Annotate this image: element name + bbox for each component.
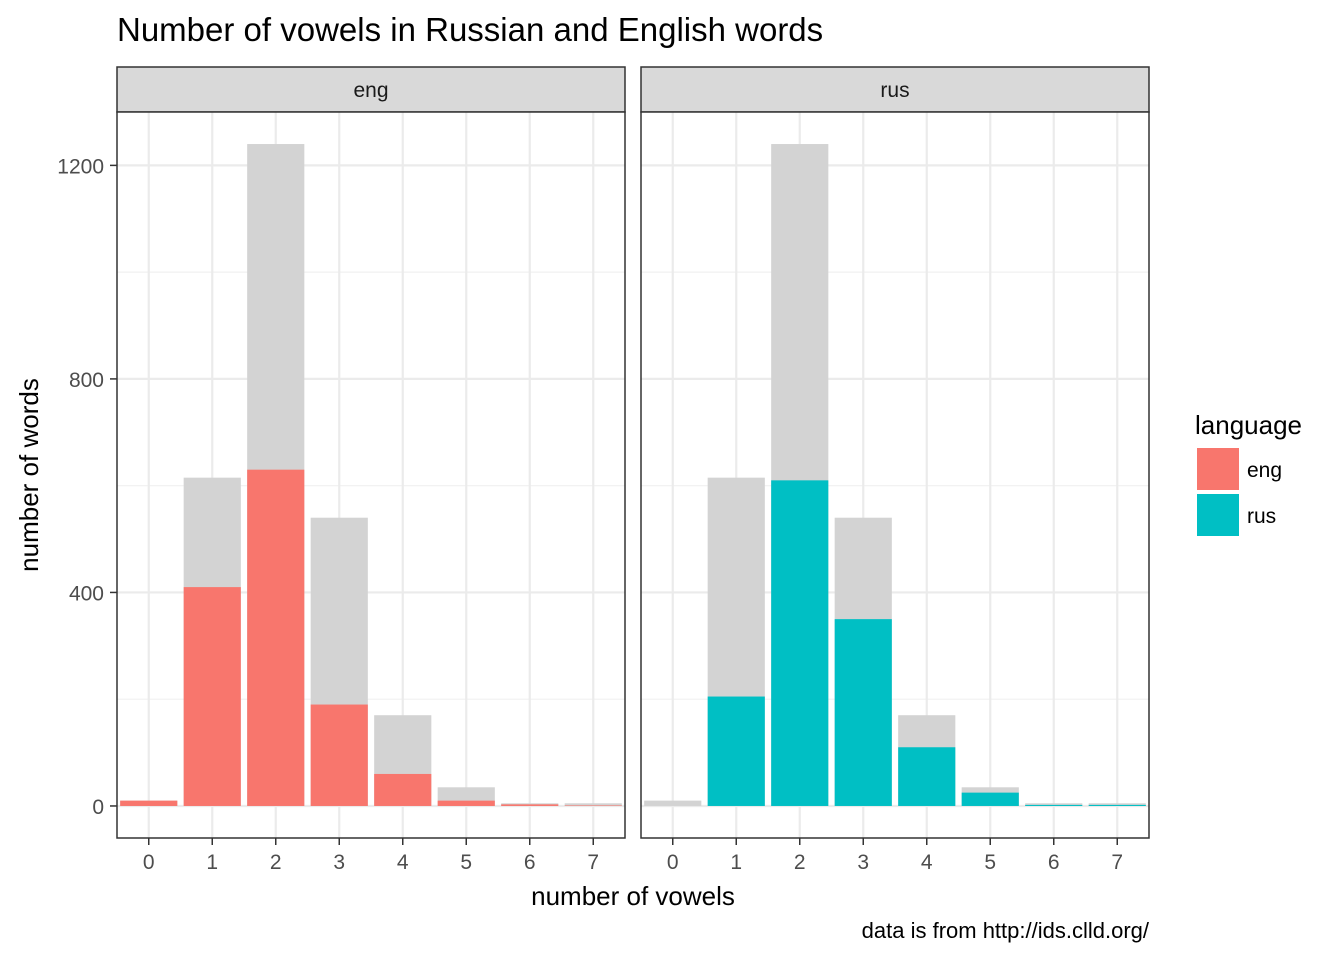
bar-rus <box>1025 804 1083 806</box>
bar-eng <box>374 773 432 806</box>
legend-swatch-rus <box>1197 494 1239 536</box>
x-tick-label: 1 <box>206 851 218 874</box>
x-tick-label: 7 <box>1111 851 1123 874</box>
x-tick-label: 0 <box>667 851 679 874</box>
legend-label-eng: eng <box>1247 459 1282 482</box>
bar-eng <box>564 805 622 806</box>
legend-label-rus: rus <box>1247 505 1276 528</box>
chart-title: Number of vowels in Russian and English … <box>117 11 823 48</box>
x-axis-title: number of vowels <box>531 881 735 911</box>
bar-rus <box>707 696 765 806</box>
x-tick-label: 5 <box>984 851 996 874</box>
bar-rus <box>898 747 956 806</box>
x-tick-label: 6 <box>524 851 536 874</box>
x-tick-label: 7 <box>587 851 599 874</box>
bar-eng <box>310 704 368 806</box>
bar-eng <box>183 587 241 806</box>
strip-label-eng: eng <box>353 79 388 102</box>
x-tick-label: 5 <box>460 851 472 874</box>
panel-border-eng <box>116 111 626 839</box>
legend-swatch-eng <box>1197 448 1239 490</box>
panel-eng: eng 0 1 2 3 4 5 6 7 <box>116 66 626 874</box>
x-ticks-eng: 0 1 2 3 4 5 6 7 <box>143 838 599 874</box>
y-axis-title: number of words <box>14 378 44 572</box>
y-axis: 0 400 800 1200 <box>57 155 117 819</box>
x-tick-label: 4 <box>397 851 409 874</box>
y-tick-label: 400 <box>69 582 104 605</box>
panel-rus: rus 0 1 2 3 4 5 6 7 <box>640 66 1150 874</box>
x-ticks-rus: 0 1 2 3 4 5 6 7 <box>667 838 1123 874</box>
x-tick-label: 2 <box>794 851 806 874</box>
strip-rus <box>640 66 1150 113</box>
bar-eng <box>501 804 559 806</box>
legend-title: language <box>1195 410 1302 440</box>
x-tick-label: 6 <box>1048 851 1060 874</box>
bar-eng <box>247 469 305 806</box>
y-tick-label: 1200 <box>57 155 104 178</box>
bars-rus <box>644 144 1146 806</box>
bar-rus <box>771 480 829 806</box>
strip-label-rus: rus <box>880 79 909 102</box>
x-tick-label: 3 <box>857 851 869 874</box>
bars-eng <box>120 144 622 806</box>
background-bar <box>644 800 702 806</box>
x-tick-label: 3 <box>333 851 345 874</box>
x-tick-label: 1 <box>730 851 742 874</box>
y-tick-label: 800 <box>69 369 104 392</box>
y-tick-label: 0 <box>92 796 104 819</box>
bar-eng <box>120 800 178 806</box>
background-bar <box>1088 803 1146 806</box>
background-bar <box>1025 803 1083 806</box>
x-tick-label: 0 <box>143 851 155 874</box>
background-bar <box>564 803 622 806</box>
x-tick-label: 4 <box>921 851 933 874</box>
bar-rus <box>834 619 892 806</box>
x-tick-label: 2 <box>270 851 282 874</box>
bar-rus <box>1088 804 1146 806</box>
strip-eng <box>116 66 626 113</box>
legend: language eng rus <box>1195 410 1302 536</box>
bar-eng <box>437 800 495 806</box>
bar-rus <box>961 792 1019 806</box>
caption: data is from http://ids.clld.org/ <box>862 918 1150 943</box>
panel-border-rus <box>640 111 1150 839</box>
